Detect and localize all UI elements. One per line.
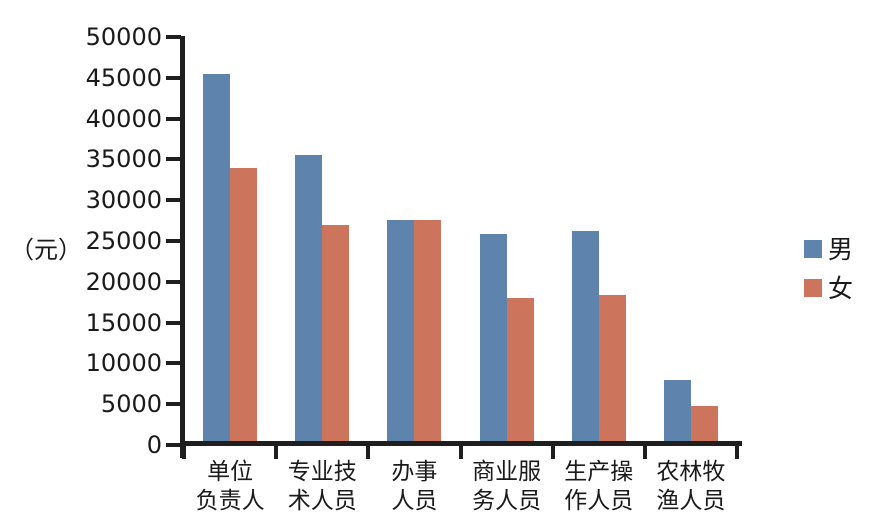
bar-男-商业服务人员 <box>479 234 507 445</box>
bar-女-生产操作人员 <box>598 295 626 445</box>
y-tick <box>166 320 181 325</box>
y-tick-label: 5000 <box>100 390 162 419</box>
x-category-label: 专业技 术人员 <box>287 459 357 514</box>
x-tick <box>458 443 463 459</box>
legend-label-女: 女 <box>828 274 854 303</box>
x-category-label: 办事 人员 <box>391 459 438 514</box>
legend-label-男: 男 <box>828 235 854 264</box>
y-tick <box>166 75 181 80</box>
y-tick-label: 10000 <box>85 349 162 378</box>
y-tick-label: 45000 <box>85 63 162 92</box>
y-tick-label: 50000 <box>85 23 162 51</box>
y-tick-label: 0 <box>146 431 162 459</box>
legend-swatch-男 <box>804 240 822 258</box>
x-tick <box>366 443 371 459</box>
bar-女-办事人员 <box>414 220 442 445</box>
x-tick <box>735 443 739 459</box>
y-tick <box>166 157 181 162</box>
x-category-label: 生产操 作人员 <box>564 459 634 514</box>
y-tick <box>166 35 181 39</box>
y-tick <box>166 198 181 203</box>
y-tick <box>166 361 181 366</box>
bar-女-专业技术人员 <box>322 225 350 445</box>
bar-男-单位负责人 <box>203 74 231 445</box>
bar-女-单位负责人 <box>230 168 258 445</box>
bar-男-生产操作人员 <box>571 231 599 445</box>
y-tick <box>166 402 181 407</box>
y-tick-label: 40000 <box>85 104 162 133</box>
bar-女-商业服务人员 <box>506 298 534 445</box>
y-tick-label: 30000 <box>85 186 162 215</box>
x-category-label: 农林牧 渔人员 <box>656 459 726 514</box>
x-tick <box>550 443 555 459</box>
x-tick <box>274 443 279 459</box>
y-tick <box>166 279 181 284</box>
y-axis-unit-label: （元） <box>10 236 82 264</box>
x-tick <box>642 443 647 459</box>
bar-男-办事人员 <box>387 220 415 445</box>
x-category-label: 单位 负责人 <box>195 459 265 514</box>
y-tick-label: 25000 <box>85 227 162 255</box>
y-tick <box>166 116 181 121</box>
legend-swatch-女 <box>804 279 822 297</box>
y-tick <box>166 443 181 447</box>
y-tick <box>166 239 181 243</box>
bar-男-农林牧渔人员 <box>663 380 691 445</box>
bar-男-专业技术人员 <box>295 155 323 445</box>
bar-女-农林牧渔人员 <box>690 406 718 445</box>
y-axis <box>180 36 185 458</box>
y-tick-label: 15000 <box>85 308 162 337</box>
x-category-label: 商业服 务人员 <box>472 459 542 514</box>
x-tick <box>182 443 186 459</box>
y-tick-label: 20000 <box>85 267 162 296</box>
y-tick-label: 35000 <box>85 145 162 174</box>
